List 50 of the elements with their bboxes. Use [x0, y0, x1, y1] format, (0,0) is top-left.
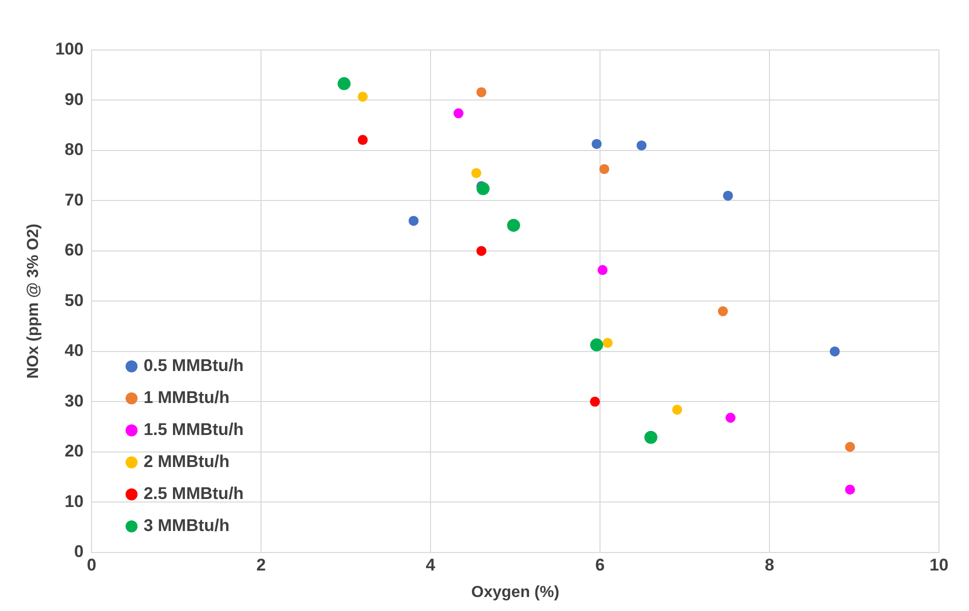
point — [830, 346, 840, 356]
legend-label: 1.5 MMBtu/h — [144, 420, 244, 440]
point — [338, 77, 351, 90]
x-tick-label: 4 — [426, 555, 436, 574]
y-tick-label: 80 — [64, 140, 84, 160]
point — [592, 138, 602, 149]
point — [602, 338, 613, 348]
y-tick-label: 20 — [64, 442, 84, 461]
point — [471, 168, 482, 178]
point — [408, 216, 419, 226]
y-tick-label: 40 — [64, 341, 84, 360]
point — [590, 338, 604, 352]
y-axis-title: NOx (ppm @ 3% O2) — [25, 224, 42, 379]
x-tick-label: 8 — [764, 555, 774, 574]
point — [507, 218, 520, 232]
point — [454, 108, 464, 118]
legend-label: 1 MMBtu/h — [144, 388, 230, 408]
point — [726, 412, 736, 423]
y-tick-label: 0 — [74, 542, 84, 562]
legend-label: 2 MMBtu/h — [144, 452, 230, 472]
point — [845, 484, 856, 495]
point — [636, 140, 647, 150]
y-tick-label: 90 — [64, 90, 84, 109]
point — [590, 396, 600, 407]
point — [476, 246, 486, 256]
x-axis-title: Oxygen (%) — [471, 584, 560, 601]
legend-label: 0.5 MMBtu/h — [144, 356, 244, 376]
point — [672, 404, 682, 415]
x-tick-label: 2 — [256, 555, 266, 574]
y-tick-label: 100 — [55, 40, 84, 59]
x-tick-label: 0 — [86, 555, 96, 574]
point — [358, 92, 368, 102]
legend-label: 3 MMBtu/h — [144, 516, 230, 536]
point — [476, 87, 486, 98]
point — [476, 182, 490, 196]
point — [598, 265, 608, 276]
x-tick-label: 6 — [595, 555, 605, 574]
y-tick-label: 50 — [64, 290, 84, 310]
point — [845, 442, 856, 452]
y-tick-label: 70 — [64, 190, 84, 210]
point — [358, 134, 368, 145]
point — [644, 430, 658, 444]
x-tick-label: 10 — [930, 555, 948, 574]
point — [599, 164, 610, 174]
y-tick-label: 60 — [64, 240, 84, 260]
y-tick-label: 30 — [64, 391, 84, 410]
point — [718, 306, 728, 316]
legend-label: 2.5 MMBtu/h — [144, 484, 244, 504]
point — [722, 190, 733, 201]
y-tick-label: 10 — [64, 492, 84, 511]
